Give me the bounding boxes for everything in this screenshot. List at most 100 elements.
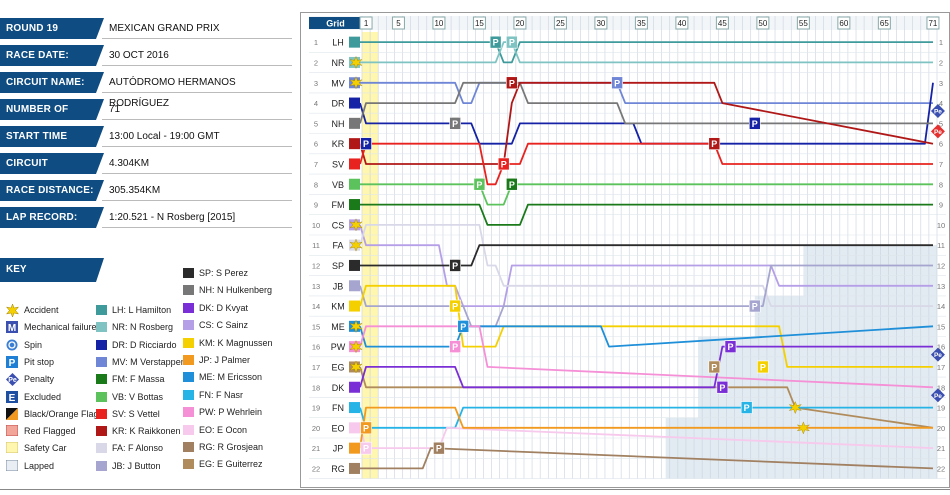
grid-driver-swatch <box>349 422 360 434</box>
accident-icon <box>796 421 811 435</box>
lap-tick-box <box>756 16 770 30</box>
pit-stop-marker <box>449 340 461 353</box>
pit-stop-marker <box>489 35 502 49</box>
position-label-right: 7 <box>939 160 943 169</box>
driver-color-swatch <box>183 372 194 383</box>
bottom-rule <box>0 489 950 490</box>
lap-tick-box <box>472 16 486 30</box>
grid-driver-code: EG <box>331 362 344 372</box>
driver-color-swatch <box>96 460 107 471</box>
spin-icon <box>6 339 19 351</box>
grid-driver-swatch <box>349 138 360 150</box>
position-label-left: 8 <box>314 180 318 189</box>
pit-stop-marker-label: P <box>614 78 620 88</box>
driver-color-swatch <box>183 268 194 278</box>
driver-key-label: SV: S Vettel <box>112 408 160 419</box>
lap-tick-label: 15 <box>475 19 484 28</box>
position-label-left: 5 <box>314 119 318 128</box>
penalty-marker-label: Pe <box>934 129 942 136</box>
penalty-marker <box>930 124 945 139</box>
penalty-marker <box>930 347 945 362</box>
info-label: CIRCUIT LENGTH: <box>0 153 104 190</box>
pit-stop-marker-label: P <box>363 139 369 149</box>
pit-stop-marker <box>449 259 461 272</box>
pit-stop-marker-label: P <box>711 139 717 149</box>
pit-stop-marker-label: P <box>493 38 499 48</box>
driver-key-label: SP: S Perez <box>199 268 249 278</box>
pit-stop-marker-label: P <box>452 261 458 271</box>
driver-key-label: EG: E Guiterrez <box>199 459 263 470</box>
driver-key-label: RG: R Grosjean <box>199 442 264 452</box>
info-row: NUMBER OF LAPS:71 <box>0 99 292 136</box>
pit-stop-marker <box>473 177 486 191</box>
accident-icon <box>349 319 363 333</box>
svg-text:Pe: Pe <box>8 377 17 384</box>
pit-stop-marker <box>449 117 461 130</box>
accident-icon <box>349 340 363 354</box>
pit-stop-marker <box>708 137 721 150</box>
series-line-fa <box>359 224 933 307</box>
pit-stop-marker <box>708 360 721 374</box>
position-label-left: 15 <box>312 322 320 331</box>
lap-tick-label: 30 <box>596 19 605 28</box>
pit-stop-marker-label: P <box>711 362 717 372</box>
series-line-eg <box>359 366 934 429</box>
position-label-right: 13 <box>937 282 945 291</box>
svg-text:M: M <box>8 323 16 333</box>
driver-key-label: MV: M Verstappen <box>112 356 186 367</box>
position-label-left: 18 <box>312 383 320 392</box>
pit-stop-marker-label: P <box>752 302 758 312</box>
driver-color-swatch <box>96 322 107 333</box>
position-label-right: 17 <box>937 363 945 372</box>
pit-stop-marker <box>716 380 729 394</box>
pit-stop-marker <box>457 320 470 333</box>
accident-icon <box>349 55 363 70</box>
pit-stop-marker-label: P <box>727 342 733 352</box>
driver-key-label: KR: K Raikkonen <box>112 426 181 437</box>
penalty-marker-label: Pe <box>934 109 942 116</box>
key-item-label: Pit stop <box>24 356 55 367</box>
pit-stop-marker-label: P <box>452 119 458 129</box>
red-flag-icon <box>5 424 19 437</box>
position-label-right: 12 <box>937 261 945 270</box>
lap-tick-box <box>837 16 851 30</box>
position-label-right: 20 <box>937 424 945 433</box>
pit-stop-marker-label: P <box>363 423 369 433</box>
pit-stop-marker-label: P <box>363 444 369 454</box>
pit-stop-marker-label: P <box>460 322 466 332</box>
grid-driver-code: KM <box>331 302 345 312</box>
series-line-rg <box>360 447 934 470</box>
pit-stop-icon: P <box>6 355 19 369</box>
position-label-left: 14 <box>312 302 320 311</box>
driver-key-label: CS: C Sainz <box>199 320 249 331</box>
penalty-marker <box>930 104 945 119</box>
lap-tick-label: 65 <box>880 19 889 28</box>
grid-driver-code: RG <box>331 464 345 474</box>
key-item-label: Red Flagged <box>24 426 76 437</box>
driver-color-swatch <box>183 424 194 435</box>
position-label-right: 21 <box>937 444 945 453</box>
series-line-vb <box>360 183 933 206</box>
grid-driver-code: FA <box>332 241 343 251</box>
grid-header <box>309 17 360 29</box>
lap-tick-box <box>715 16 729 30</box>
position-label-left: 6 <box>314 140 318 149</box>
driver-color-swatch <box>96 339 107 350</box>
position-label-right: 8 <box>939 180 943 189</box>
key-item-label: Lapped <box>24 460 55 471</box>
position-label-left: 1 <box>314 38 318 47</box>
position-label-right: 19 <box>937 404 945 413</box>
position-label-left: 10 <box>312 221 320 230</box>
grid-driver-code: MV <box>331 78 345 88</box>
position-label-right: 18 <box>937 383 945 392</box>
grid-header-label: Grid <box>326 19 345 29</box>
excluded-icon: E <box>6 390 19 404</box>
accident-icon <box>349 218 363 232</box>
series-line-pw <box>359 325 934 389</box>
info-row: ROUND 19 MEXICAN GRAND PRIX <box>0 18 292 39</box>
info-value: 4.304KM <box>102 153 292 174</box>
driver-key-label: JB: J Button <box>112 460 161 471</box>
driver-color-swatch <box>183 407 194 418</box>
lap-tick-label: 5 <box>396 19 401 28</box>
lap-tick-label: 50 <box>758 19 767 28</box>
